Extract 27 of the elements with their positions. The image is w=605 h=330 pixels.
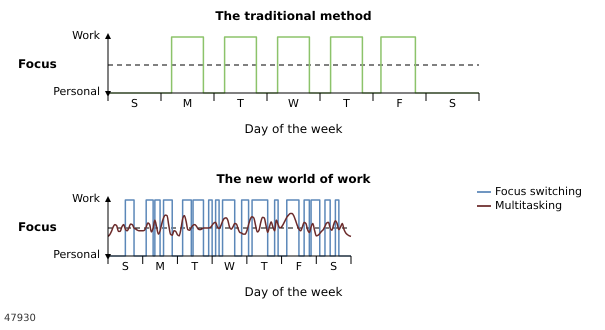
x-tick-label: T [342, 97, 350, 110]
x-tick-label: M [182, 97, 192, 110]
text: Personal [52, 85, 100, 98]
x-axis-title: Day of the week [244, 285, 344, 299]
legend-label: Multitasking [495, 199, 562, 212]
x-axis-title: Day of the week [244, 122, 344, 136]
text: Work [71, 192, 100, 205]
y-axis-title: Focus [18, 220, 57, 234]
x-tick-label: T [236, 97, 244, 110]
x-tick-label: T [190, 260, 198, 273]
y-axis-title: Focus [18, 57, 57, 71]
x-tick-label: S [122, 260, 129, 273]
chart-title: The new world of work [216, 172, 372, 186]
x-tick-label: W [224, 260, 236, 273]
chart-title: The traditional method [214, 9, 373, 23]
text: Work [71, 29, 100, 42]
x-tick-label: S [449, 97, 456, 110]
x-tick-label: M [155, 260, 165, 273]
text: Personal [52, 248, 100, 261]
x-tick-label: F [396, 97, 403, 110]
x-tick-label: S [131, 97, 138, 110]
legend-label: Focus switching [495, 185, 582, 198]
text: 47930 [4, 313, 36, 324]
x-tick-label: F [296, 260, 302, 273]
x-tick-label: W [288, 97, 300, 110]
x-tick-label: T [260, 260, 268, 273]
x-tick-label: S [330, 260, 338, 273]
